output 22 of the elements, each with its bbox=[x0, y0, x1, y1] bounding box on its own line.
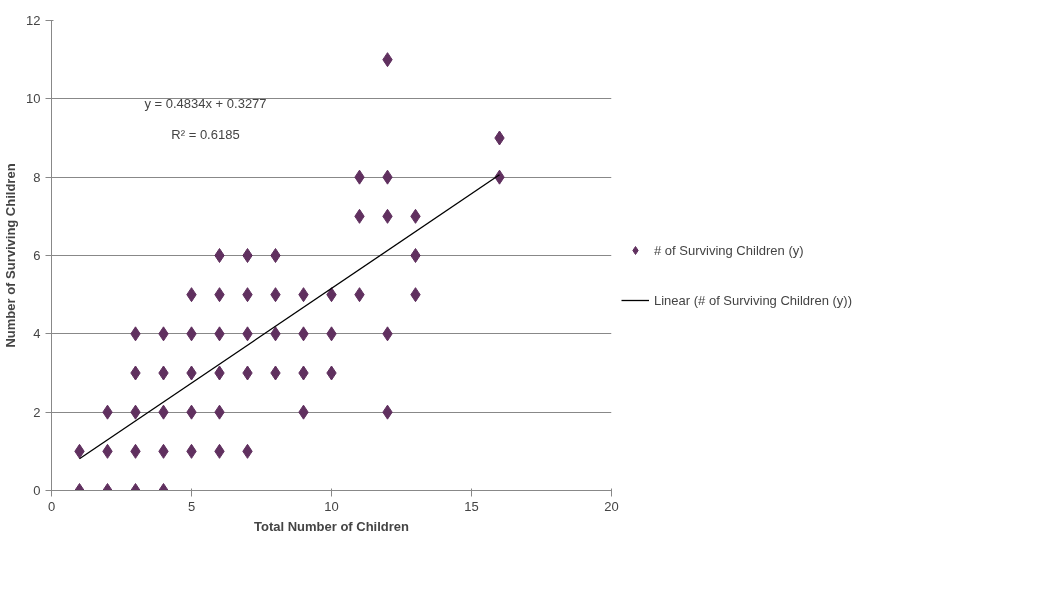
y-tick-label: 4 bbox=[33, 326, 41, 342]
y-tick-label: 12 bbox=[26, 13, 41, 28]
y-tick-label: 0 bbox=[33, 483, 41, 498]
annotation: y = 0.4834x + 0.3277 bbox=[144, 95, 267, 111]
y-tick-label: 8 bbox=[33, 169, 41, 185]
x-axis-title: Total Number of Children bbox=[253, 518, 410, 534]
legend-label: Linear (# of Surviving Children (y)) bbox=[654, 292, 852, 308]
point bbox=[410, 248, 421, 263]
x-tick-label: 5 bbox=[187, 498, 196, 514]
y-tick-label: 6 bbox=[33, 248, 41, 263]
y-tick-label: 10 bbox=[26, 91, 41, 107]
x-tick-label: 15 bbox=[464, 498, 479, 514]
point bbox=[242, 248, 253, 263]
y-tick-label: 2 bbox=[33, 404, 41, 420]
y-axis-title: Number of Surviving Children bbox=[3, 163, 19, 348]
x-tick-label: 20 bbox=[604, 498, 619, 514]
point bbox=[270, 248, 281, 263]
point bbox=[214, 248, 225, 263]
legend-label: # of Surviving Children (y) bbox=[654, 242, 804, 258]
x-tick-label: 10 bbox=[324, 498, 339, 514]
annotation: R² = 0.6185 bbox=[171, 126, 240, 142]
x-tick-label: 0 bbox=[47, 498, 56, 514]
